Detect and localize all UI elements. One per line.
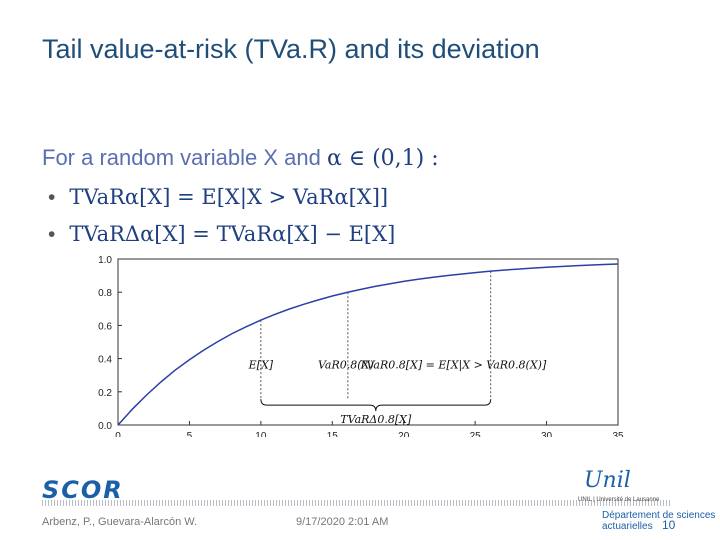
y-tick-label: 1.0: [98, 255, 112, 266]
tvar-chart: 0 5 10 15 20 25 30 35 0.0 0.2 0.4 0.6 0.8 1.0 E[X] VaR0…: [98, 255, 624, 437]
y-tick-label: 0.2: [98, 388, 112, 399]
x-tick-label: 0: [115, 431, 121, 437]
scor-logo: SCOR: [42, 476, 124, 504]
x-tick-label: 15: [327, 431, 339, 437]
y-tick-label: 0.8: [98, 288, 112, 299]
intro-text: For a random variable X and: [42, 145, 321, 170]
footer-divider: [42, 500, 672, 506]
x-tick-label: 10: [255, 431, 267, 437]
footer-author: Arbenz, P., Guevara-Alarcón W.: [42, 516, 198, 528]
bullet-tvar-text: TVaRα[X] = E[X|X > VaRα[X]]: [69, 185, 389, 209]
annotation-label: E[X]: [248, 359, 274, 372]
y-tick-label: 0.4: [98, 355, 112, 366]
plot-frame: [117, 258, 619, 426]
brace-label: TVaRΔ0.8[X]: [340, 413, 412, 426]
bullet-tvar-deviation-text: TVaRΔα[X] = TVaRα[X] − E[X]: [69, 222, 396, 246]
x-tick-label: 35: [612, 431, 624, 437]
unil-logo: Unil: [584, 468, 631, 493]
department-name: Département de sciences actuarielles: [602, 510, 716, 532]
brace-shape: [260, 399, 492, 412]
bullet-dot-icon: •: [48, 223, 56, 246]
bullet-tvar-deviation: • TVaRΔα[X] = TVaRα[X] − E[X]: [48, 222, 395, 247]
y-tick-label: 0.6: [98, 321, 112, 332]
bullet-tvar: • TVaRα[X] = E[X|X > VaRα[X]]: [48, 185, 388, 210]
intro-math: α ∈ (0,1) :: [326, 146, 439, 171]
page-number: 10: [662, 518, 676, 532]
bullet-dot-icon: •: [48, 186, 56, 209]
x-tick-label: 25: [470, 431, 482, 437]
slide-title: Tail value-at-risk (TVa.R) and its devia…: [42, 34, 540, 64]
series-line: [117, 263, 619, 426]
annotation-label: TVaR0.8[X] = E[X|X > VaR0.8(X)]: [359, 359, 547, 373]
annotation-label: VaR0.8(X): [318, 359, 374, 372]
unil-subtitle: UNIL | Université de Lausanne: [578, 497, 660, 503]
x-tick-label: 30: [541, 431, 553, 437]
x-tick-label: 20: [398, 431, 410, 437]
footer-date: 9/17/2020 2:01 AM: [296, 516, 389, 528]
intro-line: For a random variable X and α ∈ (0,1) :: [42, 145, 439, 171]
x-tick-label: 5: [187, 431, 193, 437]
y-tick-label: 0.0: [98, 421, 112, 432]
